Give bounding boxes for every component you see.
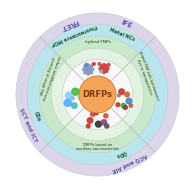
Text: Fluorescence MOF: Fluorescence MOF bbox=[50, 23, 97, 46]
Circle shape bbox=[83, 68, 85, 71]
Text: FRET: FRET bbox=[59, 18, 79, 30]
Circle shape bbox=[129, 104, 133, 107]
Circle shape bbox=[102, 66, 106, 71]
Circle shape bbox=[87, 118, 93, 123]
Circle shape bbox=[100, 65, 102, 67]
Circle shape bbox=[100, 70, 103, 73]
Circle shape bbox=[106, 70, 108, 72]
Circle shape bbox=[72, 88, 79, 95]
Circle shape bbox=[66, 92, 72, 99]
Text: IFE: IFE bbox=[120, 19, 132, 29]
Circle shape bbox=[64, 99, 71, 106]
Circle shape bbox=[99, 67, 101, 70]
Circle shape bbox=[121, 103, 126, 108]
Circle shape bbox=[107, 64, 110, 66]
Circle shape bbox=[126, 98, 132, 104]
Circle shape bbox=[117, 94, 120, 97]
Circle shape bbox=[98, 63, 101, 65]
Circle shape bbox=[95, 111, 98, 115]
Circle shape bbox=[78, 95, 82, 99]
Circle shape bbox=[91, 68, 94, 71]
Circle shape bbox=[100, 70, 102, 72]
Circle shape bbox=[39, 36, 156, 153]
Text: ACQ and AIE: ACQ and AIE bbox=[111, 153, 148, 174]
Text: CDs: CDs bbox=[33, 111, 41, 122]
Text: QDs: QDs bbox=[115, 150, 128, 159]
Circle shape bbox=[90, 65, 92, 67]
Circle shape bbox=[123, 105, 127, 109]
Circle shape bbox=[27, 24, 168, 165]
Circle shape bbox=[90, 112, 95, 116]
Circle shape bbox=[104, 114, 108, 118]
Circle shape bbox=[62, 59, 133, 130]
Circle shape bbox=[85, 64, 88, 66]
Circle shape bbox=[116, 103, 120, 107]
Circle shape bbox=[90, 71, 92, 74]
Circle shape bbox=[103, 71, 105, 74]
Circle shape bbox=[87, 73, 89, 75]
Text: surface-modified and new
emitting of single FNP: surface-modified and new emitting of sin… bbox=[36, 53, 60, 100]
Circle shape bbox=[72, 103, 77, 108]
Circle shape bbox=[84, 71, 86, 74]
Text: DRFPs based on
auxiliary nanomaterials: DRFPs based on auxiliary nanomaterials bbox=[76, 143, 119, 151]
Circle shape bbox=[101, 120, 107, 125]
Circle shape bbox=[107, 67, 109, 70]
Circle shape bbox=[87, 64, 89, 66]
Circle shape bbox=[96, 121, 101, 127]
Circle shape bbox=[86, 67, 91, 72]
Circle shape bbox=[79, 76, 116, 113]
Circle shape bbox=[103, 64, 105, 66]
Circle shape bbox=[16, 13, 179, 176]
Text: SCT and ICT: SCT and ICT bbox=[18, 108, 38, 143]
Circle shape bbox=[86, 124, 90, 128]
Text: hybrid FNPs: hybrid FNPs bbox=[85, 40, 110, 44]
Circle shape bbox=[92, 63, 95, 65]
Circle shape bbox=[106, 65, 108, 67]
Circle shape bbox=[105, 124, 109, 128]
Circle shape bbox=[125, 92, 129, 97]
Circle shape bbox=[84, 65, 86, 67]
Text: doped FNP with luminescent
dye or nanoparticles: doped FNP with luminescent dye or nanopa… bbox=[134, 51, 160, 102]
Circle shape bbox=[119, 89, 124, 94]
Text: DRFPs: DRFPs bbox=[82, 90, 113, 99]
Circle shape bbox=[51, 48, 144, 141]
Text: Metal NCs: Metal NCs bbox=[108, 27, 135, 42]
Circle shape bbox=[71, 97, 74, 100]
